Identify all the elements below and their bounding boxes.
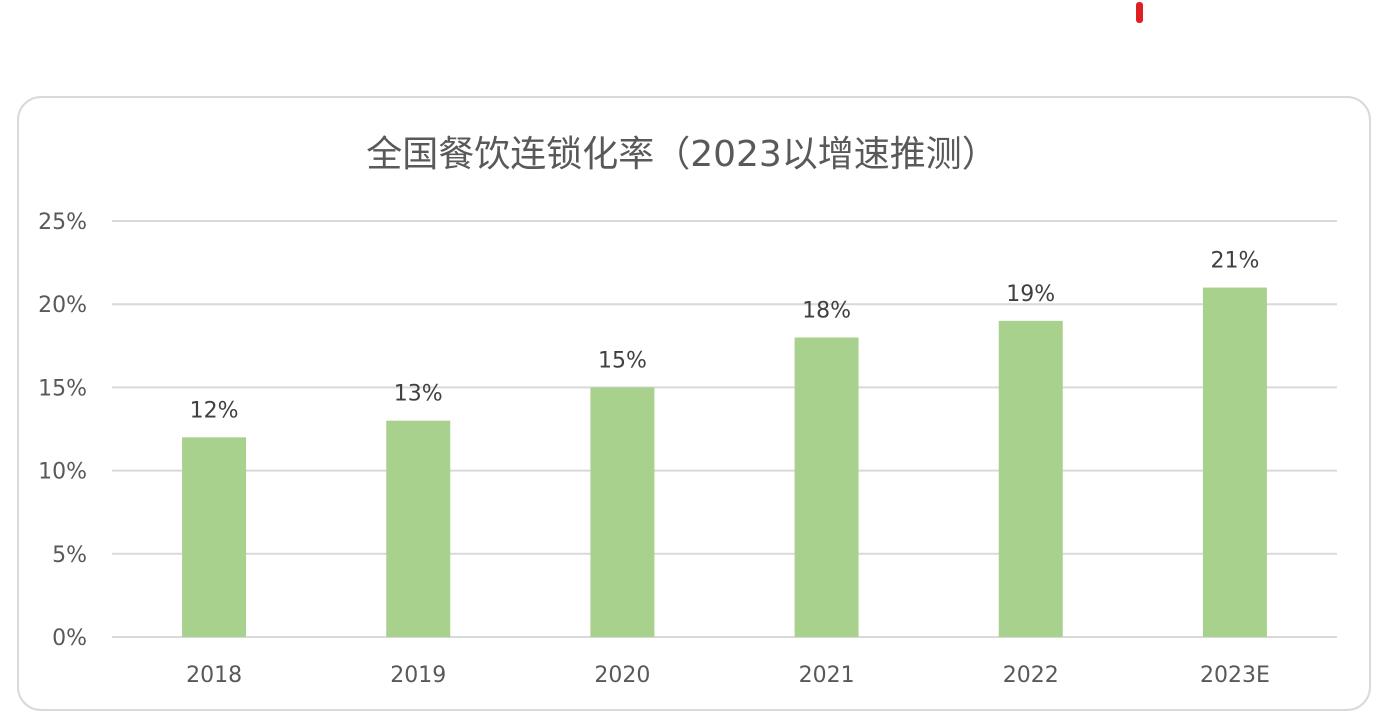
red-marker (1136, 2, 1143, 23)
data-label: 13% (394, 382, 443, 407)
bar (590, 387, 655, 637)
data-label: 21% (1210, 249, 1259, 274)
y-tick-label: 0% (52, 626, 87, 651)
bar (182, 437, 247, 637)
data-label: 12% (190, 398, 239, 423)
x-tick-label: 2021 (799, 663, 855, 688)
bar (386, 420, 451, 637)
x-tick-label: 2023E (1200, 663, 1270, 688)
data-label: 19% (1006, 282, 1055, 307)
data-label: 18% (802, 298, 851, 323)
chart-title: 全国餐饮连锁化率（2023以增速推测） (366, 134, 998, 175)
bar (998, 320, 1063, 637)
data-labels: 12% 13% 15% 18% 19% 21% (190, 249, 1260, 424)
y-tick-label: 15% (38, 376, 87, 401)
x-tick-label: 2020 (594, 663, 650, 688)
bar (794, 337, 859, 637)
grid-lines (112, 220, 1337, 638)
x-tick-label: 2022 (1003, 663, 1059, 688)
y-axis-ticks: 0% 5% 10% 15% 20% 25% (38, 210, 87, 651)
y-tick-label: 25% (38, 210, 87, 235)
y-tick-label: 20% (38, 293, 87, 318)
x-tick-label: 2019 (390, 663, 446, 688)
bar (1202, 287, 1267, 637)
data-label: 15% (598, 348, 647, 373)
x-tick-label: 2018 (186, 663, 242, 688)
y-tick-label: 5% (52, 543, 87, 568)
y-tick-label: 10% (38, 460, 87, 485)
bars (182, 287, 1267, 637)
x-axis-ticks: 2018 2019 2020 2021 2022 2023E (186, 663, 1270, 688)
